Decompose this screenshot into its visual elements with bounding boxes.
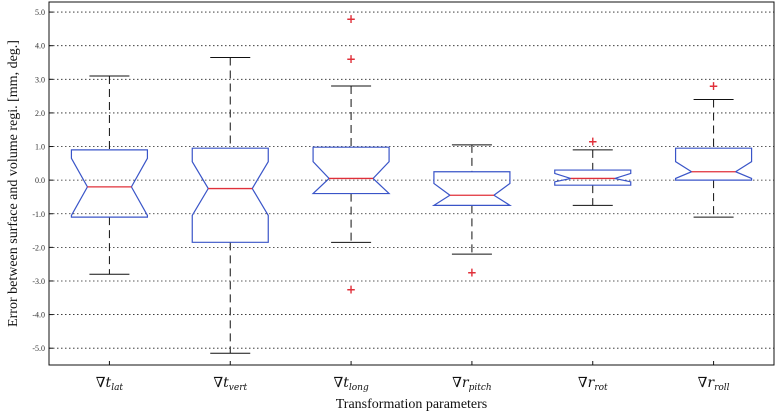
box-group xyxy=(70,75,149,275)
grid-lines xyxy=(49,11,774,365)
y-tick-label: -3.0 xyxy=(32,277,45,286)
outlier-point: + xyxy=(346,282,356,296)
x-category-label: ∇tlat xyxy=(96,375,124,393)
outlier-point: + xyxy=(346,12,356,26)
box-group xyxy=(191,56,269,354)
outlier-point: + xyxy=(467,266,477,280)
box-group: + xyxy=(431,144,512,280)
box-group: + xyxy=(674,79,753,218)
box-group: + + + xyxy=(311,12,391,296)
notched-box xyxy=(311,146,391,195)
y-tick-label: 5.0 xyxy=(35,8,45,17)
y-axis-title: Error between surface and volume regi. [… xyxy=(6,40,21,327)
x-axis-title: Transformation parameters xyxy=(336,397,488,412)
notched-box xyxy=(554,169,632,186)
notched-box xyxy=(431,171,512,206)
x-category-label: ∇rpitch xyxy=(452,375,492,393)
x-category-label: ∇tvert xyxy=(213,375,247,393)
outlier-point: + xyxy=(346,52,356,66)
y-tick-label: 0.0 xyxy=(35,176,45,185)
y-tick-label: 3.0 xyxy=(35,75,45,84)
y-tick-label: -5.0 xyxy=(32,344,45,353)
y-tick-label: -4.0 xyxy=(32,311,45,320)
notched-box xyxy=(674,147,753,181)
x-category-label: ∇rrot xyxy=(578,375,608,393)
x-category-labels: ∇tlat ∇tvert ∇tlong ∇rpitch ∇rrot ∇rroll xyxy=(96,375,730,393)
box-plot-series: + + + + + + xyxy=(70,12,753,354)
notched-box xyxy=(191,147,269,243)
y-tick-label: 2.0 xyxy=(35,109,45,118)
y-tick-label: 4.0 xyxy=(35,42,45,51)
x-category-label: ∇tlong xyxy=(333,375,369,393)
y-tick-label: -1.0 xyxy=(32,210,45,219)
plot-frame xyxy=(48,1,775,366)
outlier-point: + xyxy=(588,134,598,148)
notched-box xyxy=(70,149,149,218)
y-tick-labels: 5.0 4.0 3.0 2.0 1.0 0.0 -1.0 -2.0 -3.0 -4.0 -5.0 xyxy=(32,8,45,353)
y-tick-label: -2.0 xyxy=(32,243,45,252)
outlier-point: + xyxy=(709,79,719,93)
box-group: + xyxy=(554,134,632,206)
y-tick-label: 1.0 xyxy=(35,143,45,152)
x-category-label: ∇rroll xyxy=(698,375,730,393)
